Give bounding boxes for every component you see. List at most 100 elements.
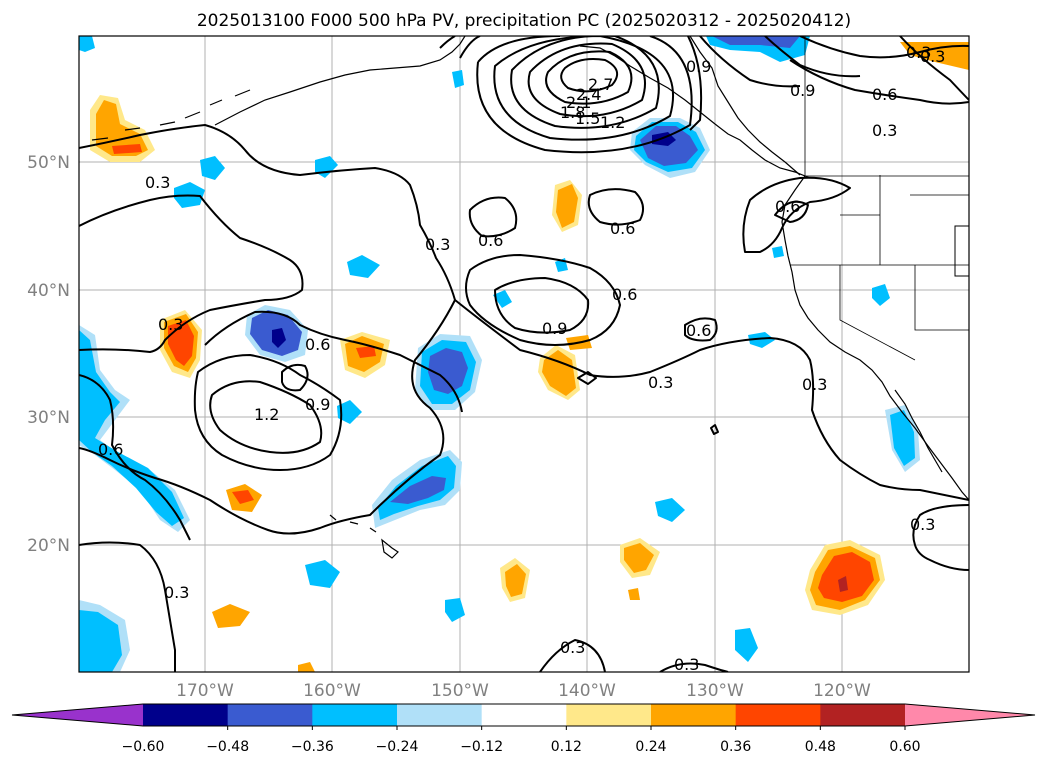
precip-pos-area [112, 144, 142, 154]
colorbar-tick-label: 0.60 [889, 739, 920, 755]
contour-label: 0.3 [872, 121, 897, 140]
colorbar-tick-label: 0.12 [551, 739, 582, 755]
contour-label: 1.5 [575, 109, 600, 128]
colorbar-extend-high [905, 704, 1035, 726]
contour-label: 0.9 [790, 81, 815, 100]
contour-label: 0.6 [775, 197, 800, 216]
contour-label: 1.2 [600, 113, 625, 132]
contour-label: 2.4 [576, 85, 601, 104]
contour-label: 0.6 [305, 335, 330, 354]
colorbar-tick-label: 0.48 [805, 739, 836, 755]
contour-label: 2.7 [588, 75, 613, 94]
colorbar-outline [11, 703, 1036, 727]
colorbar-tick-label: −0.24 [376, 739, 419, 755]
pv-contours [79, 36, 969, 672]
pv-contour-0.3 [912, 504, 969, 571]
contour-label: 0.3 [920, 47, 945, 66]
contour-label: 0.6 [610, 219, 635, 238]
pv-contour-1.5 [493, 36, 675, 141]
contour-label: 0.3 [674, 655, 699, 674]
contour-labels: 2.7 2.4 2.1 1.8 1.5 1.2 0.9 0.9 0.6 0.3 … [98, 43, 945, 674]
pv-contour-0.6 [684, 317, 718, 342]
colorbar-tick-label: −0.12 [460, 739, 503, 755]
pv-contour-0.3 [789, 59, 969, 105]
colorbar-tick-label: −0.36 [291, 739, 334, 755]
contour-label: 1.8 [560, 103, 585, 122]
precip-pos-area [900, 42, 969, 70]
precip-neg-area [452, 70, 464, 88]
alaska-coast [214, 36, 466, 126]
contour-label: 0.6 [872, 85, 897, 104]
contour-label: 0.3 [158, 315, 183, 334]
precip-neg-area [79, 36, 95, 52]
pv-contour-0.6 [79, 194, 304, 353]
lat-label: 30°N [27, 408, 70, 428]
precip-neg-area [735, 628, 758, 662]
pv-contour-0.6 [742, 176, 851, 253]
pv-contour-0.6 [899, 36, 969, 101]
precip-neg-area [493, 290, 512, 308]
contour-label: 0.3 [910, 515, 935, 534]
us-west-coast [781, 175, 969, 501]
precip-neg-area [772, 246, 784, 258]
contour-label: 0.6 [686, 321, 711, 340]
map-panel: 2.7 2.4 2.1 1.8 1.5 1.2 0.9 0.9 0.6 0.3 … [79, 36, 969, 674]
map-title: 2025013100 F000 500 hPa PV, precipitatio… [197, 11, 851, 31]
pv-contour-0.6 [439, 36, 456, 49]
pv-contour-0.3 [539, 639, 606, 672]
precip-neg-area [200, 156, 225, 180]
latitude-axis: 50°N 40°N 30°N 20°N [27, 153, 70, 556]
contour-label: 0.3 [145, 173, 170, 192]
pv-contour-0.3 [454, 299, 969, 501]
precip-pos-area [505, 564, 526, 597]
pv-contour-0.9 [459, 36, 703, 131]
pv-contour-0.3 [79, 299, 456, 535]
colorbar-segment [651, 704, 737, 726]
contour-label: 0.3 [425, 235, 450, 254]
pv-contour-2.7 [560, 58, 619, 93]
contour-label: 2.1 [566, 93, 591, 112]
colorbar-segment [227, 704, 313, 726]
contour-label: 0.3 [164, 583, 189, 602]
precip-neg-area [79, 610, 122, 672]
colorbar: −0.60 −0.48 −0.36 −0.24 −0.12 0.12 0.24 0.36 0.4… [11, 703, 1036, 755]
precip-neg-area [872, 284, 890, 306]
map-border [78, 35, 970, 673]
precip-neg-area [890, 410, 915, 466]
colorbar-tick-label: −0.48 [206, 739, 249, 755]
precip-neg-area [272, 328, 286, 348]
precip-pos-area [556, 184, 578, 228]
lon-label: 160°W [303, 681, 361, 701]
contour-label: 0.3 [802, 375, 827, 394]
pv-contour-0.3 [79, 541, 176, 672]
colorbar-tick-label: 0.36 [720, 739, 751, 755]
precip-neg-area [428, 348, 468, 394]
precip-neg-area [655, 498, 685, 522]
pv-contour-0.3 [710, 424, 719, 435]
colorbar-segment [312, 704, 398, 726]
pv-contour-0.3 [659, 662, 729, 672]
pv-contour-0.3 [79, 124, 456, 301]
colorbar-segment [481, 704, 567, 726]
pv-contour-1.2 [209, 380, 323, 454]
precip-pos-area [298, 662, 315, 672]
pv-contour-0.6 [774, 200, 809, 223]
precip-pos-area [356, 346, 376, 358]
lon-label: 140°W [558, 681, 616, 701]
contour-label: 0.6 [612, 285, 637, 304]
precip-pos-area [628, 588, 640, 600]
precip-neg-area [337, 400, 362, 424]
precip-neg-area [347, 255, 380, 278]
pv-contour-0.9 [281, 363, 309, 392]
colorbar-tick-label: 0.24 [635, 739, 666, 755]
us-state-borders [790, 175, 969, 361]
pv-contour-0.9 [494, 277, 590, 334]
precip-pos-area [212, 604, 250, 628]
colorbar-extend-low [12, 704, 143, 726]
contour-label: 0.9 [305, 395, 330, 414]
pv-contour-2.4 [545, 50, 633, 105]
contour-label: 0.3 [648, 373, 673, 392]
precip-neg-area [748, 332, 775, 348]
hawaii [329, 514, 399, 559]
